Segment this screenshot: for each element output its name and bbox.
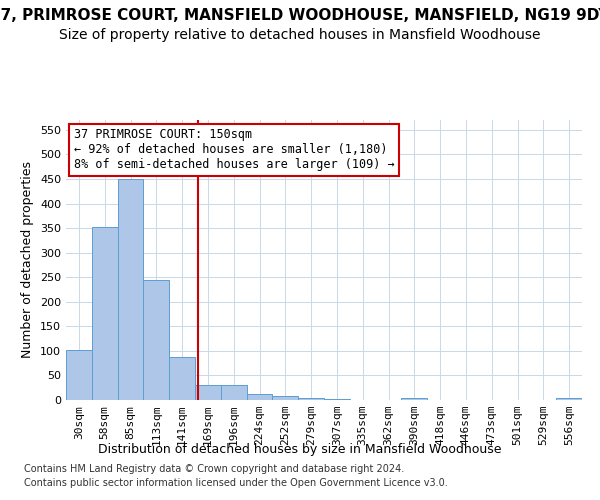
Bar xyxy=(298,398,324,400)
Text: 37 PRIMROSE COURT: 150sqm
← 92% of detached houses are smaller (1,180)
8% of sem: 37 PRIMROSE COURT: 150sqm ← 92% of detac… xyxy=(74,128,394,172)
Bar xyxy=(401,398,427,400)
Bar xyxy=(143,280,169,400)
Bar xyxy=(92,226,118,400)
Bar xyxy=(169,358,195,400)
Bar xyxy=(221,386,247,400)
Text: 37, PRIMROSE COURT, MANSFIELD WOODHOUSE, MANSFIELD, NG19 9DY: 37, PRIMROSE COURT, MANSFIELD WOODHOUSE,… xyxy=(0,8,600,22)
Bar xyxy=(272,396,298,400)
Text: Size of property relative to detached houses in Mansfield Woodhouse: Size of property relative to detached ho… xyxy=(59,28,541,42)
Bar xyxy=(118,179,143,400)
Bar xyxy=(66,350,92,400)
Text: Contains public sector information licensed under the Open Government Licence v3: Contains public sector information licen… xyxy=(24,478,448,488)
Bar xyxy=(247,394,272,400)
Bar xyxy=(195,386,221,400)
Bar xyxy=(324,398,350,400)
Text: Contains HM Land Registry data © Crown copyright and database right 2024.: Contains HM Land Registry data © Crown c… xyxy=(24,464,404,474)
Bar xyxy=(556,398,582,400)
Y-axis label: Number of detached properties: Number of detached properties xyxy=(22,162,34,358)
Text: Distribution of detached houses by size in Mansfield Woodhouse: Distribution of detached houses by size … xyxy=(98,442,502,456)
